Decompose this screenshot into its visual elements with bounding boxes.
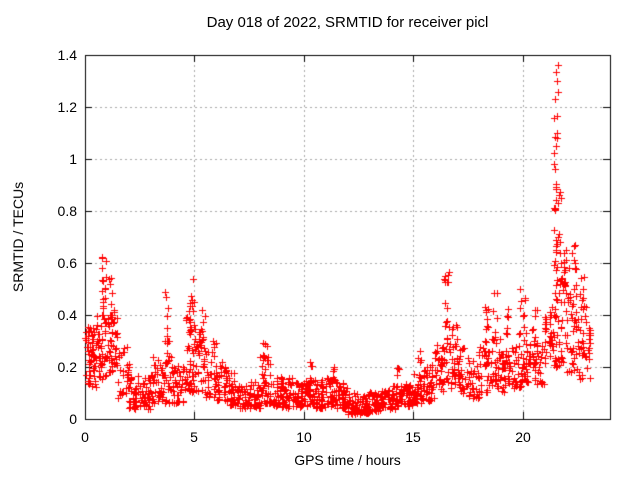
- chart-title: Day 018 of 2022, SRMTID for receiver pic…: [206, 14, 489, 31]
- y-tick-label: 1.2: [57, 99, 77, 115]
- y-tick-label: 1.4: [57, 47, 77, 63]
- y-tick-label: 0.2: [57, 359, 77, 375]
- y-axis-label: SRMTID / TECUs: [10, 181, 26, 293]
- y-tick-label: 0.6: [57, 255, 77, 271]
- y-tick-label: 0.8: [57, 203, 77, 219]
- x-tick-label: 15: [405, 429, 421, 445]
- x-tick-label: 0: [81, 429, 89, 445]
- x-tick-label: 5: [190, 429, 198, 445]
- x-tick-label: 20: [515, 429, 531, 445]
- y-tick-label: 0.4: [57, 307, 77, 323]
- x-axis-label: GPS time / hours: [294, 452, 401, 468]
- y-tick-label: 1: [69, 151, 77, 167]
- x-tick-label: 10: [296, 429, 312, 445]
- y-tick-label: 0: [69, 411, 77, 427]
